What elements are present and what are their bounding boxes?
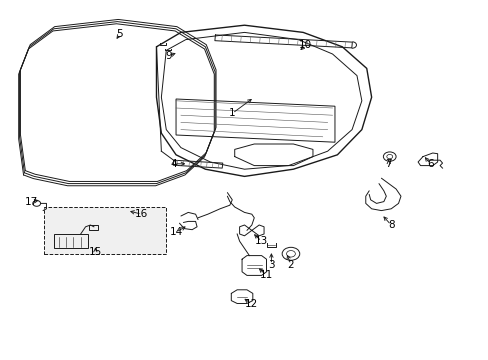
Text: 5: 5 bbox=[116, 29, 123, 39]
Text: 7: 7 bbox=[385, 159, 391, 169]
FancyBboxPatch shape bbox=[44, 207, 166, 254]
Text: 4: 4 bbox=[170, 159, 177, 169]
Text: 14: 14 bbox=[169, 227, 183, 237]
Text: 12: 12 bbox=[244, 299, 258, 309]
Text: 16: 16 bbox=[135, 209, 148, 219]
Text: 9: 9 bbox=[165, 51, 172, 61]
Text: 2: 2 bbox=[287, 260, 294, 270]
Text: 6: 6 bbox=[426, 159, 433, 169]
Text: 3: 3 bbox=[267, 260, 274, 270]
Text: 17: 17 bbox=[25, 197, 39, 207]
Text: 15: 15 bbox=[88, 247, 102, 257]
Text: 11: 11 bbox=[259, 270, 273, 280]
Text: 13: 13 bbox=[254, 236, 268, 246]
Text: 1: 1 bbox=[228, 108, 235, 118]
Text: 10: 10 bbox=[299, 40, 311, 50]
Text: 8: 8 bbox=[387, 220, 394, 230]
